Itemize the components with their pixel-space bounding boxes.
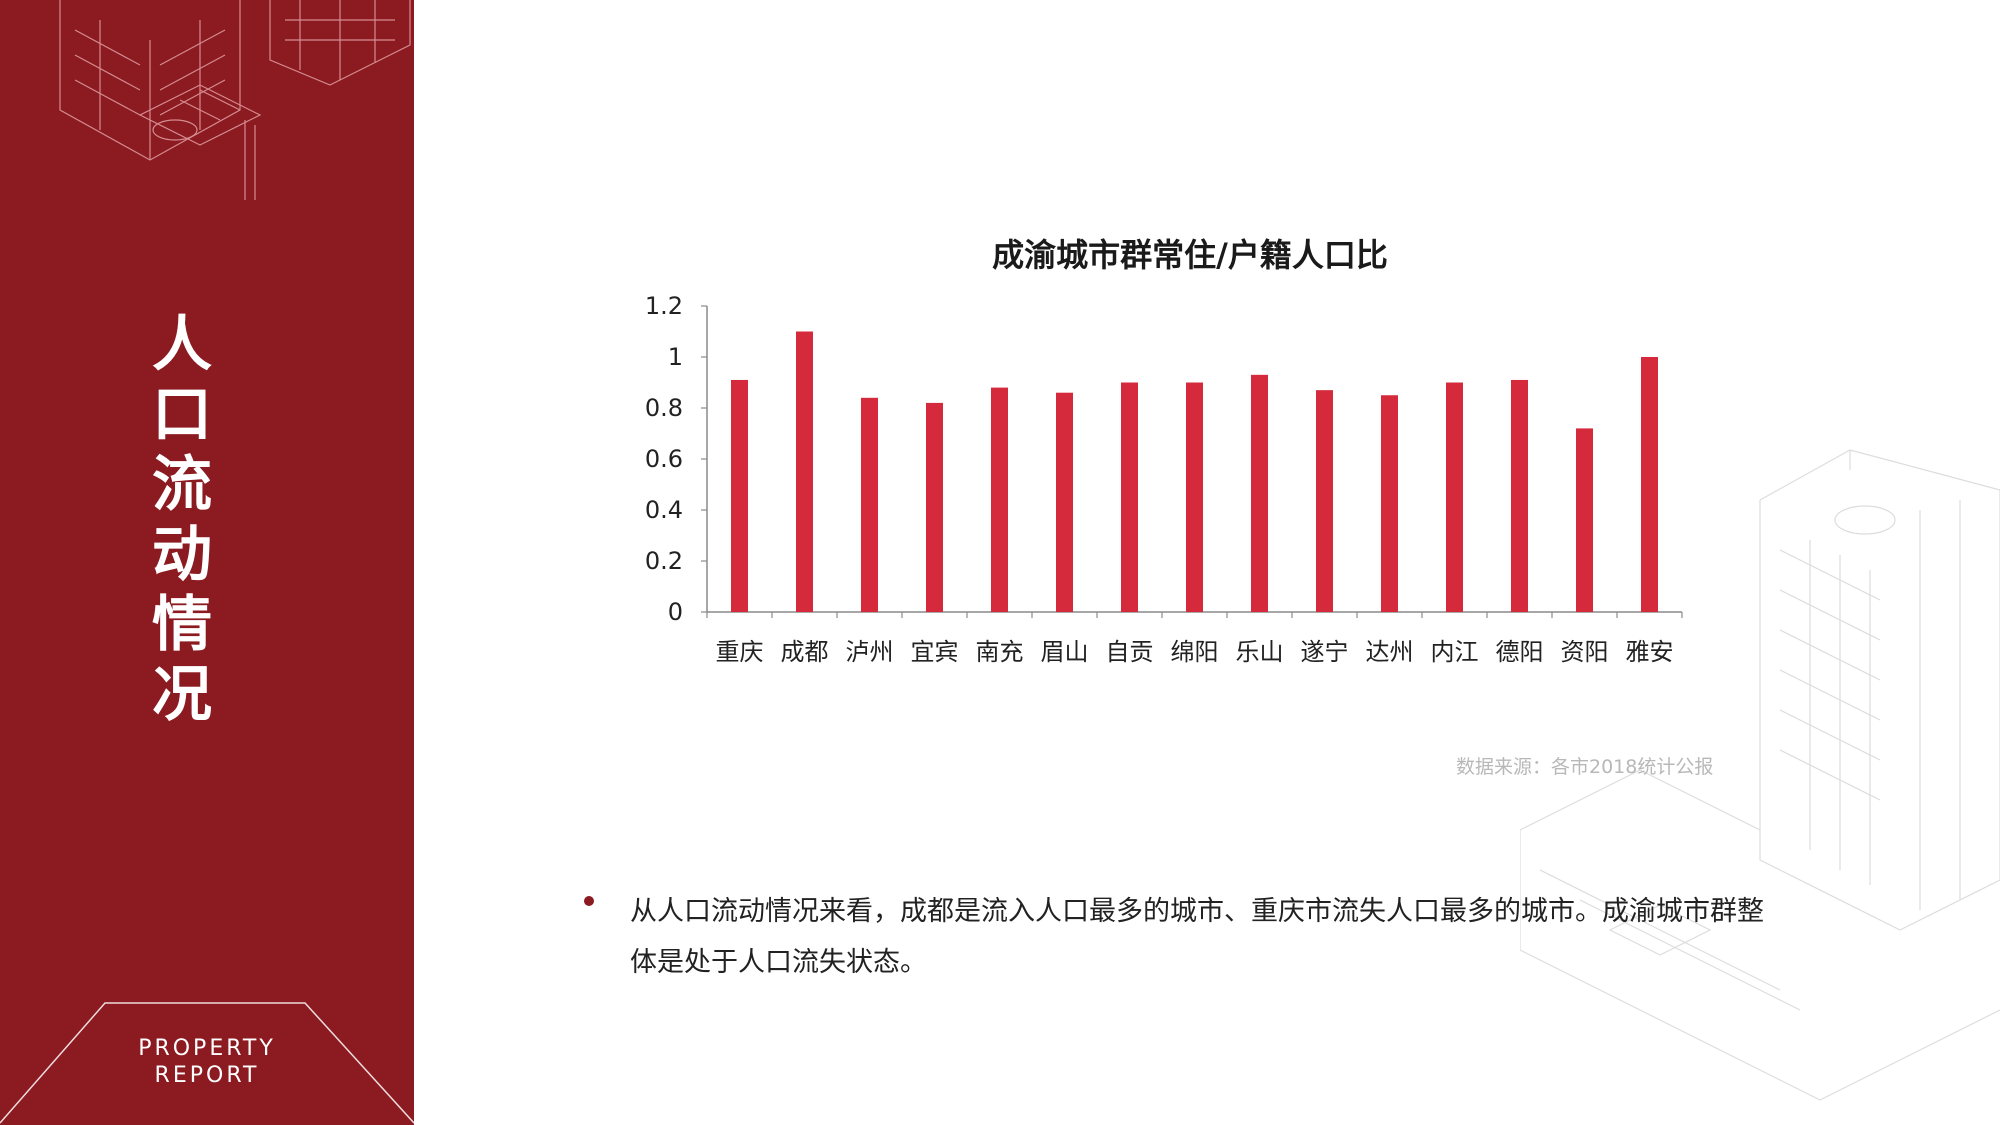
x-tick-label: 南充 [976,638,1024,666]
bar [1186,382,1203,612]
bar [1316,390,1333,612]
badge-line-1: PROPERTY [138,1036,276,1061]
y-tick-label: 0.2 [645,547,683,575]
x-tick-label: 雅安 [1626,638,1674,666]
x-tick-label: 眉山 [1041,638,1089,666]
x-tick-label: 重庆 [716,638,764,666]
bar [796,331,813,612]
sidebar: 人 口 流 动 情 况 PROPERTY REPORT [0,0,414,1125]
y-tick-label: 1.2 [645,292,683,320]
y-tick-label: 1 [668,343,683,371]
x-tick-label: 绵阳 [1171,638,1219,666]
analysis-text: 从人口流动情况来看，成都是流入人口最多的城市、重庆市流失人口最多的城市。成渝城市… [630,896,1764,978]
bar [1381,395,1398,612]
bar [731,379,748,612]
x-tick-label: 乐山 [1236,638,1284,666]
badge-line-2: REPORT [154,1063,260,1088]
y-tick-label: 0.4 [645,496,683,524]
x-tick-label: 资阳 [1561,638,1609,666]
bar [926,402,943,612]
section-title-char: 流 [152,450,212,520]
bar [1446,382,1463,612]
bar [1056,392,1073,612]
bar [1251,374,1268,612]
x-tick-label: 德阳 [1496,638,1544,666]
bar [991,387,1008,612]
x-tick-label: 自贡 [1106,638,1154,666]
section-title-char: 人 [152,310,212,380]
y-tick-label: 0 [668,598,683,626]
bar [1121,382,1138,612]
building-illustration [59,0,411,200]
section-title-char: 动 [152,520,212,590]
data-source-note: 数据来源：各市2018统计公报 [1456,756,1714,778]
report-badge-frame [0,1002,414,1124]
background-building-illustration [1520,449,2000,1101]
section-title-char: 口 [152,380,212,450]
bar [1576,428,1593,612]
x-tick-label: 宜宾 [911,638,959,666]
x-tick-label: 遂宁 [1301,638,1349,666]
bar [861,397,878,612]
section-title: 人 口 流 动 情 况 [150,310,214,730]
section-title-char: 况 [152,660,212,730]
bullet-icon [584,896,594,906]
x-tick-label: 泸州 [846,638,894,666]
bar [1641,357,1658,612]
x-tick-label: 达州 [1366,638,1414,666]
x-tick-label: 内江 [1431,638,1479,666]
y-tick-label: 0.8 [645,394,683,422]
bar [1511,379,1528,612]
report-badge: PROPERTY REPORT [0,1035,414,1089]
y-tick-label: 0.6 [645,445,683,473]
section-title-char: 情 [152,590,212,660]
chart-title: 成渝城市群常住/户籍人口比 [992,236,1388,274]
x-tick-label: 成都 [781,638,829,666]
